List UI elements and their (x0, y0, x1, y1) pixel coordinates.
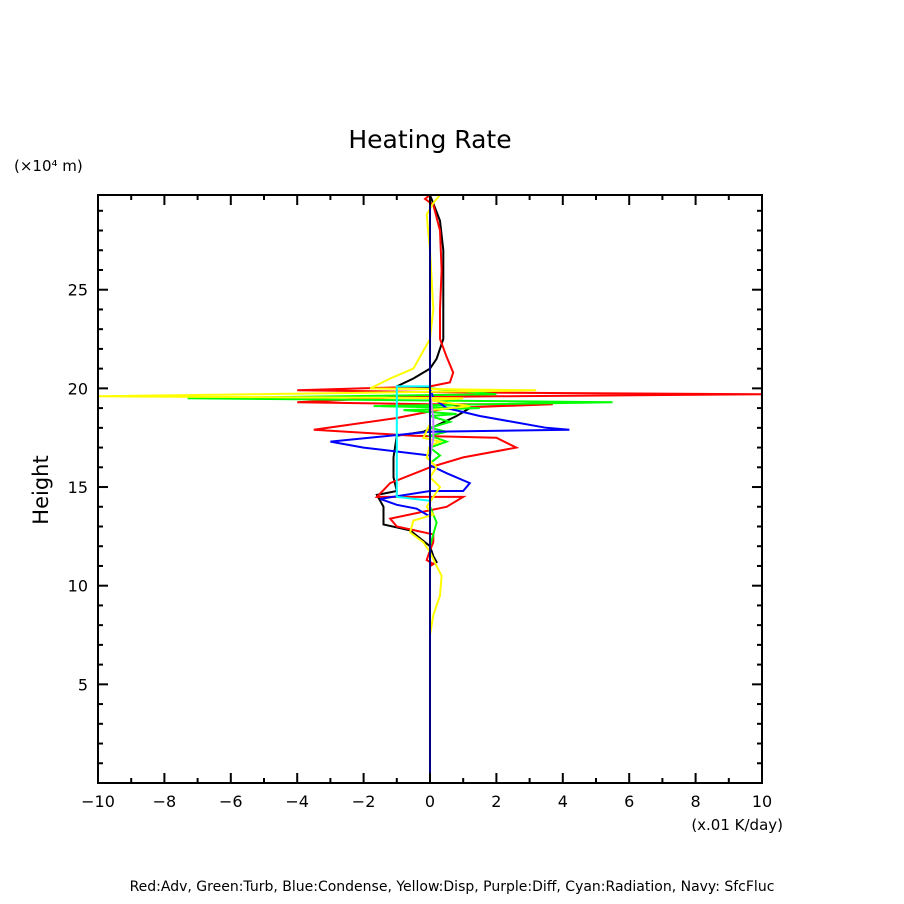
series-adv (297, 195, 762, 783)
y-unit-label: (×10⁴ m) (14, 157, 83, 175)
y-axis-label: Height (29, 455, 53, 524)
x-tick-label: 6 (624, 792, 634, 811)
x-tick-label: 4 (558, 792, 568, 811)
x-tick-label: −6 (219, 792, 243, 811)
series-disp (98, 195, 537, 636)
x-tick-label: 2 (491, 792, 501, 811)
x-tick-label: 10 (752, 792, 772, 811)
y-tick-label: 5 (78, 675, 88, 694)
y-tick-label: 25 (68, 281, 88, 300)
x-tick-label: −8 (153, 792, 177, 811)
chart-title: Heating Rate (348, 125, 511, 154)
series-diff (429, 392, 435, 458)
series-layer (98, 195, 762, 783)
x-tick-label: 0 (425, 792, 435, 811)
series-turb (187, 387, 613, 783)
series-condense (330, 195, 570, 783)
y-tick-label: 10 (68, 577, 88, 596)
x-tick-label: 8 (691, 792, 701, 811)
series-total (375, 195, 473, 783)
y-tick-label: 15 (68, 478, 88, 497)
x-tick-label: −4 (285, 792, 309, 811)
axes-layer: −10 −8 −6 −4 −2 0 2 4 6 8 10 5 10 15 20 25 (68, 194, 772, 811)
legend-text: Red:Adv, Green:Turb, Blue:Condense, Yell… (130, 879, 775, 895)
x-tick-label: −10 (81, 792, 115, 811)
y-tick-label: 20 (68, 379, 88, 398)
x-unit-label: (x.01 K/day) (691, 816, 783, 834)
x-tick-label: −2 (352, 792, 376, 811)
